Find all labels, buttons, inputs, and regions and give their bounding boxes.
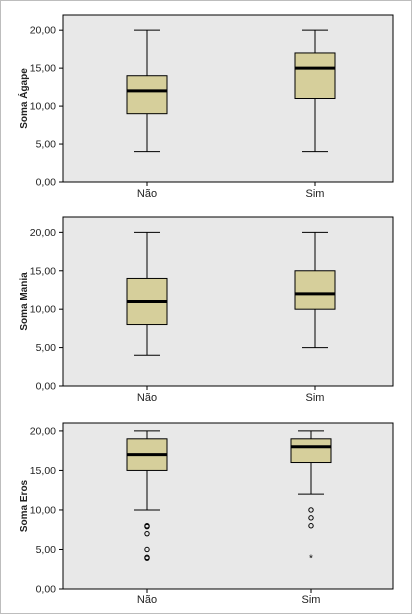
y-tick-label: 20,00 xyxy=(30,25,56,37)
y-tick-label: 5,00 xyxy=(36,342,57,354)
category-label: Não xyxy=(137,594,157,606)
iqr-box xyxy=(290,438,332,464)
y-tick-label: 0,00 xyxy=(36,584,57,596)
y-tick-label: 10,00 xyxy=(30,304,56,316)
outlier-point xyxy=(308,523,314,529)
y-tick-label: 10,00 xyxy=(30,101,56,113)
category-label: Sim xyxy=(306,392,325,404)
outlier-point xyxy=(144,530,150,537)
extreme-point: * xyxy=(309,553,313,564)
iqr-box xyxy=(294,52,336,99)
y-tick-label: 15,00 xyxy=(30,465,56,477)
outlier-point xyxy=(308,515,314,521)
category-label: Não xyxy=(137,392,157,404)
y-tick-label: 15,00 xyxy=(30,63,56,75)
iqr-box xyxy=(126,75,168,115)
plot-area xyxy=(62,14,394,183)
y-axis-title: Soma Eros xyxy=(19,479,30,532)
outlier-point xyxy=(308,507,314,513)
y-tick-label: 5,00 xyxy=(36,544,57,556)
outlier-point xyxy=(144,555,150,561)
category-label: Sim xyxy=(306,188,325,200)
y-tick-label: 20,00 xyxy=(30,425,56,437)
y-tick-label: 20,00 xyxy=(30,227,56,239)
y-axis-title: Soma Ágape xyxy=(17,68,30,129)
y-tick-label: 15,00 xyxy=(30,265,56,277)
y-tick-label: 0,00 xyxy=(36,381,57,393)
outlier-point xyxy=(144,546,150,553)
plot-area xyxy=(62,216,394,387)
category-label: Não xyxy=(137,188,157,200)
iqr-box xyxy=(294,270,336,310)
outlier-point xyxy=(144,523,150,530)
y-axis-title: Soma Mania xyxy=(19,272,30,331)
category-label: Sim xyxy=(302,594,321,606)
plot-area xyxy=(62,422,394,590)
y-tick-label: 10,00 xyxy=(30,504,56,516)
y-tick-label: 0,00 xyxy=(36,177,57,189)
y-tick-label: 5,00 xyxy=(36,139,57,151)
